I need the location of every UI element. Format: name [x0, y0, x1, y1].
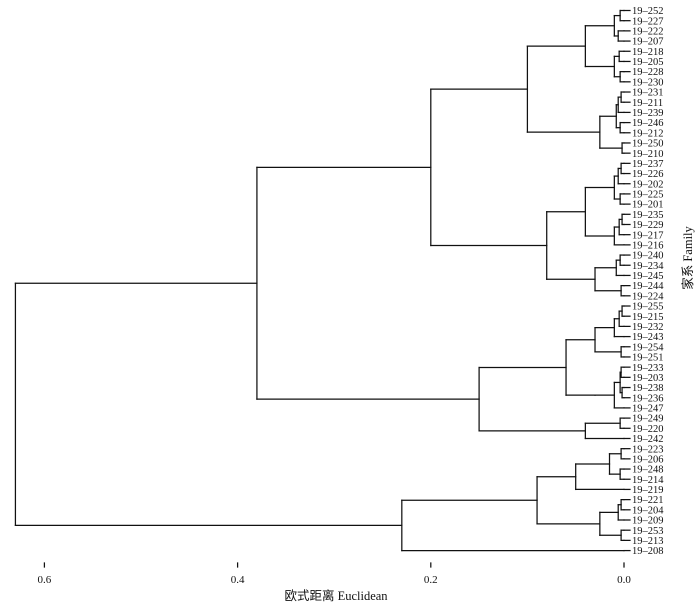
- y-axis-title: 家系 Family: [680, 225, 695, 289]
- leaf-label: 19–211: [632, 98, 663, 109]
- leaf-label: 19–226: [632, 169, 664, 180]
- leaf-label: 19–238: [632, 383, 664, 394]
- leaf-label: 19–252: [632, 6, 664, 17]
- leaf-label: 19–218: [632, 47, 664, 58]
- leaf-label: 19–235: [632, 210, 664, 221]
- leaf-label: 19–204: [632, 505, 664, 516]
- leaf-label: 19–207: [632, 37, 664, 48]
- leaf-label: 19–222: [632, 26, 664, 37]
- leaf-label: 19–239: [632, 108, 664, 119]
- leaf-label: 19–212: [632, 128, 664, 139]
- leaf-label: 19–253: [632, 526, 664, 537]
- leaf-label: 19–223: [632, 444, 664, 455]
- leaf-label: 19–227: [632, 16, 664, 27]
- leaf-label: 19–224: [632, 291, 664, 302]
- x-tick-label: 0.4: [231, 574, 245, 586]
- x-tick-label: 0.2: [424, 574, 438, 586]
- leaf-label: 19–242: [632, 434, 664, 445]
- leaf-label: 19–217: [632, 230, 664, 241]
- x-tick-label: 0.0: [617, 574, 631, 586]
- leaf-label: 19–251: [632, 353, 664, 364]
- leaf-label: 19–245: [632, 271, 664, 282]
- leaf-label: 19–225: [632, 190, 664, 201]
- leaf-label: 19–233: [632, 363, 664, 374]
- leaf-label: 19–201: [632, 200, 664, 211]
- leaf-label: 19–229: [632, 220, 664, 231]
- leaf-label: 19–255: [632, 302, 664, 313]
- leaf-label: 19–209: [632, 516, 664, 527]
- leaf-labels: 19–25219–22719–22219–20719–21819–20519–2…: [632, 6, 664, 557]
- leaf-label: 19–236: [632, 393, 664, 404]
- leaf-label: 19–208: [632, 546, 664, 557]
- leaf-label: 19–250: [632, 139, 664, 150]
- leaf-label: 19–244: [632, 281, 664, 292]
- leaf-label: 19–203: [632, 373, 664, 384]
- x-axis: 欧式距离 Euclidean 0.6 0.4 0.2 0.0: [38, 562, 631, 603]
- leaf-label: 19–206: [632, 454, 664, 465]
- leaf-label: 19–221: [632, 495, 664, 506]
- leaf-label: 19–205: [632, 57, 664, 68]
- leaf-label: 19–234: [632, 261, 664, 272]
- leaf-label: 19–216: [632, 240, 664, 251]
- leaf-label: 19–240: [632, 251, 664, 262]
- leaf-label: 19–232: [632, 322, 664, 333]
- leaf-label: 19–215: [632, 312, 664, 323]
- leaf-label: 19–231: [632, 88, 664, 99]
- leaf-label: 19–214: [632, 475, 664, 486]
- leaf-label: 19–210: [632, 149, 664, 160]
- leaf-label: 19–213: [632, 536, 664, 547]
- x-axis-title: 欧式距离 Euclidean: [284, 588, 388, 603]
- tree-links: [14, 9, 631, 552]
- leaf-label: 19–228: [632, 67, 664, 78]
- leaf-label: 19–246: [632, 118, 664, 129]
- leaf-label: 19–220: [632, 424, 664, 435]
- leaf-label: 19–237: [632, 159, 664, 170]
- leaf-label: 19–230: [632, 77, 664, 88]
- leaf-label: 19–249: [632, 414, 664, 425]
- leaf-label: 19–248: [632, 465, 664, 476]
- leaf-label: 19–254: [632, 342, 664, 353]
- leaf-label: 19–202: [632, 179, 664, 190]
- leaf-label: 19–247: [632, 404, 664, 415]
- x-tick-label: 0.6: [38, 574, 52, 586]
- leaf-label: 19–219: [632, 485, 664, 496]
- leaf-label: 19–243: [632, 332, 664, 343]
